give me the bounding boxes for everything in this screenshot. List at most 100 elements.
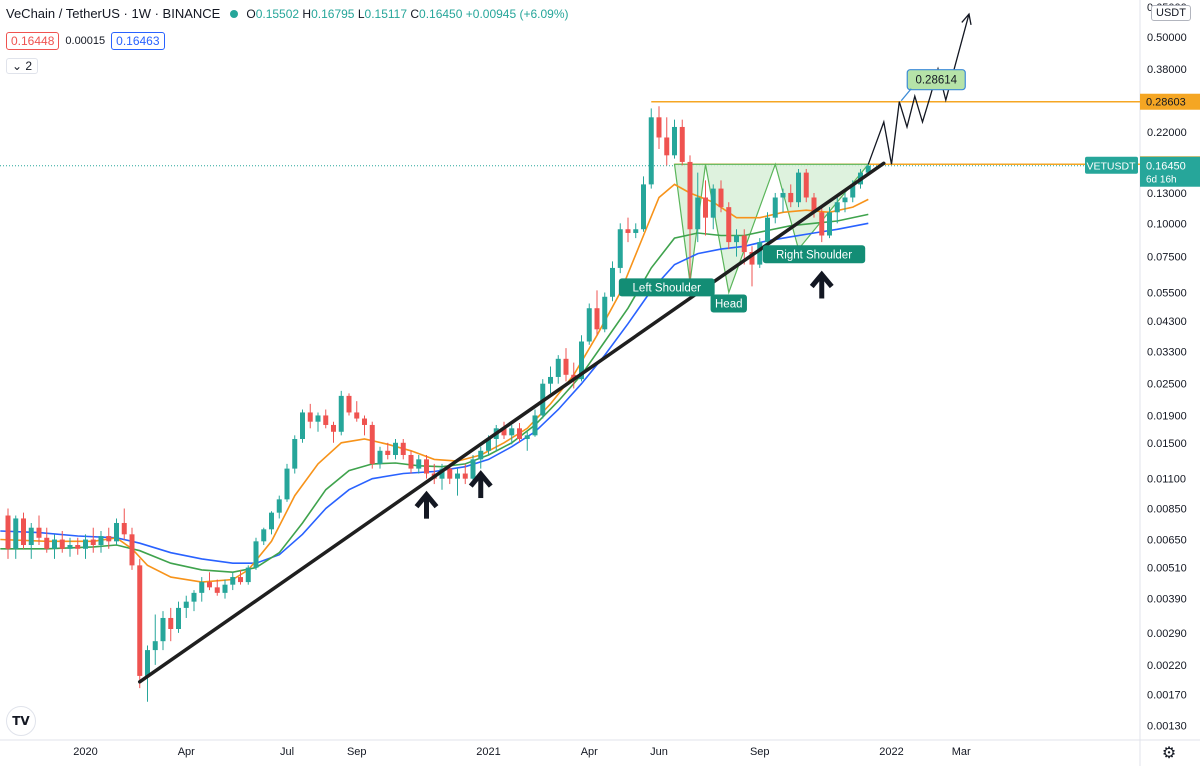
candle [594,290,600,336]
candle-body [796,172,801,203]
candle [625,217,631,243]
candle [199,577,205,602]
candle [757,238,763,268]
annotation-text: Head [715,299,743,311]
candle [679,119,685,166]
candle [129,527,135,570]
candle-body [617,229,623,268]
candle-body [509,428,515,436]
annotation-text: Left Shoulder [633,282,702,294]
candle-body [788,192,794,203]
candle [710,184,716,230]
candle [44,527,50,553]
indicators-toggle-button[interactable]: ⌄ 2 [6,58,39,74]
candle-body [734,235,739,243]
candle-body [749,252,755,265]
symbol-tag [1085,156,1138,174]
price-tick-label: 0.22000 [1147,127,1187,139]
candle-body [36,527,42,538]
candle-body [253,541,259,568]
candle [276,495,282,519]
pattern-annotation-label: Left Shoulder [618,278,715,297]
candle-body [865,165,871,173]
target-price-label: 0.28614 [900,69,966,102]
candle [284,463,290,502]
price-tick-label: 0.00510 [1147,563,1187,575]
candle [323,409,329,429]
time-tick-label: Jul [280,746,294,758]
price-tick-label: 0.50000 [1147,32,1187,44]
candle [245,565,251,585]
candle [408,450,414,474]
candle-body [214,587,220,593]
candle [509,424,515,445]
candle-body [517,428,522,440]
candle [555,355,561,384]
candle-body [718,188,724,208]
candle-body [687,161,693,230]
candle-body [850,184,856,198]
candle [788,184,794,208]
candle-body [641,184,646,230]
candle-body [579,341,584,380]
candle-body [67,545,73,549]
candle-body [44,537,50,549]
price-tick-label: 0.03300 [1147,347,1187,359]
candle [400,439,406,460]
candle [307,403,313,429]
candle [28,522,34,559]
candle [796,168,801,208]
candle [346,393,352,416]
bid-price-button[interactable]: 0.16448 [6,32,60,50]
symbol-title[interactable]: VeChain / TetherUS · 1W · BINANCE [6,6,221,21]
candle-body [160,617,166,642]
candle-body [114,522,119,542]
candle-body [354,412,360,419]
up-arrow-icon [468,470,493,499]
candle-body [121,522,127,535]
ask-price-button[interactable]: 0.16463 [111,32,165,50]
candle-body [261,529,267,542]
up-arrow-icon [809,270,834,299]
candle [765,212,770,247]
candle-body [524,435,530,440]
candle-body [90,539,96,546]
tradingview-logo-icon[interactable]: TV [6,706,36,736]
price-tick-label: 0.38000 [1147,64,1187,76]
candle [532,409,538,437]
candle [470,454,476,481]
close-key: C [410,6,420,21]
candle-body [571,374,577,380]
candle-body [486,439,491,451]
ohlc-readout: O0.15502 H0.16795 L0.15117 C0.16450 +0.0… [246,7,568,21]
candle-body [207,582,212,588]
candle [338,390,344,436]
candle-body [726,207,732,243]
bid-ask-panel: 0.16448 0.00015 0.16463 [6,32,165,50]
up-arrow-icon [414,490,439,519]
candle-body [447,468,453,479]
candle [819,207,825,243]
candle [36,515,42,546]
candle-body [811,197,817,213]
candle [633,223,639,239]
candle-body [803,172,809,198]
candle-body [470,459,476,479]
candle-body [455,473,460,479]
price-tick-label: 0.00290 [1147,628,1187,640]
candle-body [416,459,422,469]
candle-body [52,539,57,549]
candle [59,530,65,553]
candle-body [555,358,561,377]
candle-body [75,545,81,549]
gear-icon[interactable]: ⚙ [1161,745,1177,762]
candle-body [664,137,670,156]
currency-label[interactable]: USDT [1151,5,1191,21]
ema-long-line [0,222,869,564]
candle-body [145,650,150,676]
candle [152,614,158,665]
price-tick-label: 0.13000 [1147,188,1187,200]
candle-body [315,415,321,422]
